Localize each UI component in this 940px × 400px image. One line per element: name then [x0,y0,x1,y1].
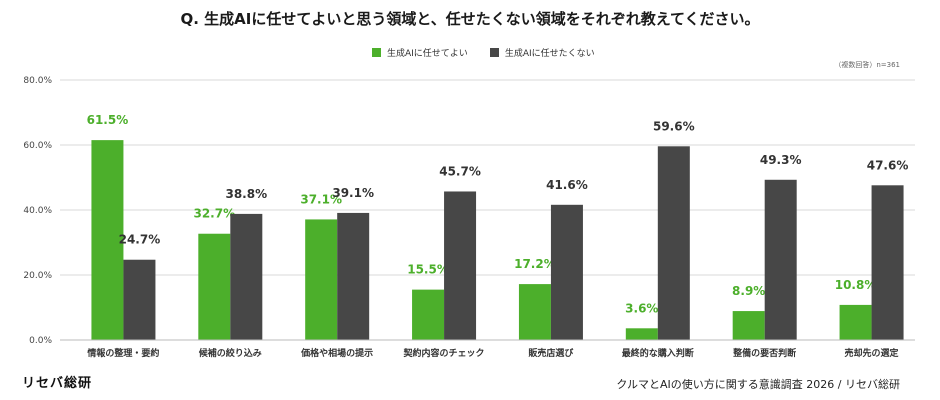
bar-good [732,311,765,340]
legend-swatch-bad [489,48,499,57]
data-label: 47.6% [867,158,909,172]
data-label: 61.5% [87,113,129,127]
data-label: 8.9% [732,284,765,298]
brand-logo: リセバ総研 [22,376,93,391]
x-tick-label: 情報の整理・要約 [86,347,159,359]
y-tick-label: 80.0% [23,76,52,86]
x-tick-label: 販売店選び [528,347,574,359]
bar-good [198,233,231,340]
bar-bad [764,179,797,340]
legend-item-bad: 生成AIに任せたくない [489,46,595,59]
data-label: 3.6% [625,301,658,315]
data-label: 59.6% [653,119,695,133]
data-label: 17.2% [514,257,556,271]
x-tick-label: 契約内容のチェック [403,347,485,359]
data-label: 24.7% [119,233,161,247]
data-label: 41.6% [546,178,588,192]
legend-item-good: 生成AIに任せてよい [372,46,468,59]
chart-title: Q. 生成AIに任せてよいと思う領域と、任せたくない領域をそれぞれ教えてください… [180,10,760,28]
legend: 生成AIに任せてよい 生成AIに任せたくない [372,46,617,59]
bar-bad [657,146,690,340]
x-tick-label: 売却先の選定 [845,347,900,359]
data-label: 15.5% [407,263,449,277]
data-label: 37.1% [300,192,342,206]
bar-good [91,140,124,340]
bar-bad [871,185,904,340]
bar-good [518,284,551,340]
y-tick-label: 40.0% [23,206,52,216]
bar-bad [230,213,263,340]
legend-label-good: 生成AIに任せてよい [387,49,468,59]
x-tick-label: 最終的な購入判断 [622,347,694,359]
bar-good [625,328,658,340]
data-label: 45.7% [439,164,481,178]
bar-bad [123,259,156,340]
legend-label-bad: 生成AIに任せたくない [504,49,595,59]
data-label: 32.7% [193,207,235,221]
bar-bad [550,204,583,340]
data-label: 49.3% [760,153,802,167]
data-label: 39.1% [332,186,374,200]
legend-swatch-good [372,48,381,57]
bar-bad [337,212,370,340]
y-tick-label: 0.0% [29,336,52,346]
y-tick-label: 60.0% [23,141,52,151]
data-label: 10.8% [835,278,877,292]
data-label: 38.8% [225,187,267,201]
sample-note: （複数回答）n=361 [834,61,900,69]
y-tick-label: 20.0% [23,271,52,281]
source-caption: クルマとAIの使い方に関する意識調査 2026 / リセバ総研 [616,378,900,391]
bar-good [305,219,338,340]
x-tick-label: 価格や相場の提示 [300,347,373,359]
x-tick-label: 整備の要否判断 [732,347,796,359]
bar-good [839,304,872,340]
x-tick-label: 候補の絞り込み [199,347,262,359]
bar-bad [444,191,477,340]
bar-good [412,289,445,340]
